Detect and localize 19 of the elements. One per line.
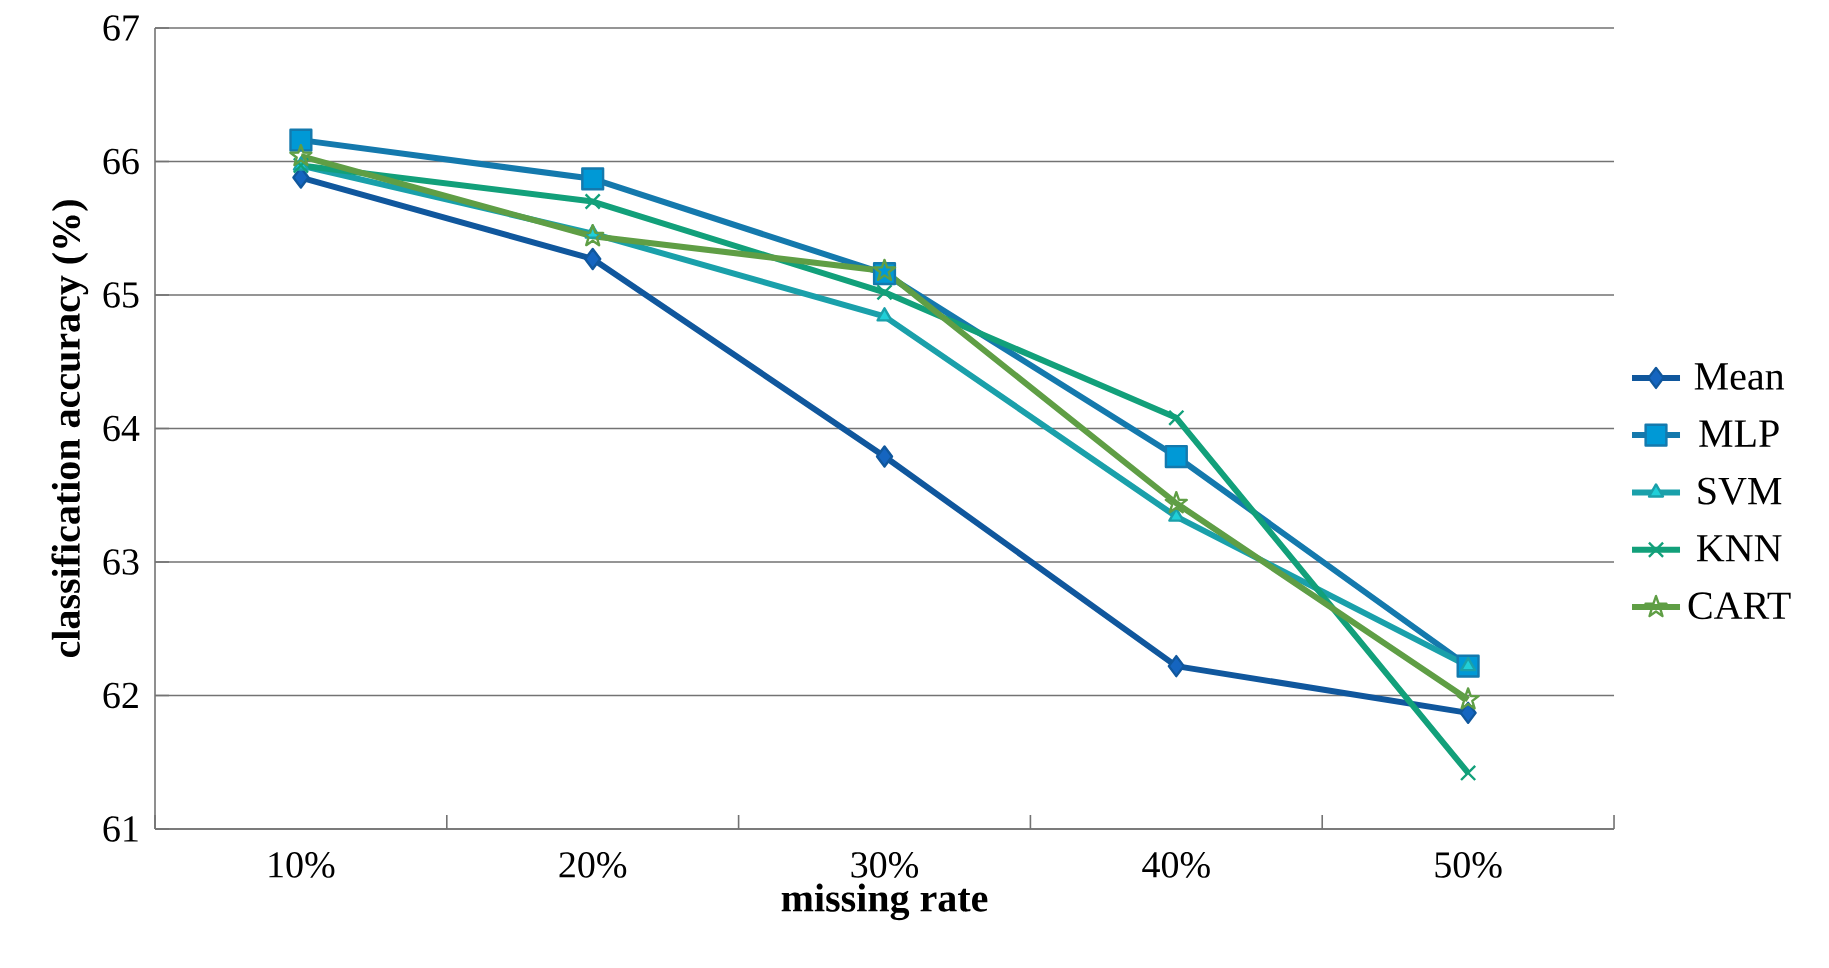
x-tick-label: 40%	[1142, 852, 1210, 878]
y-tick-label: 62	[103, 682, 138, 709]
x-tick-label: 10%	[269, 852, 335, 878]
y-axis-title: classification accuracy (%)	[51, 200, 89, 658]
legend-label: SVM	[1698, 477, 1782, 505]
x-tick-label: 50%	[1435, 852, 1502, 878]
y-tick-label: 66	[103, 148, 139, 175]
y-tick-label: 64	[103, 415, 140, 442]
y-tick-label: 61	[103, 816, 138, 842]
y-tick-label: 65	[103, 282, 139, 308]
x-axis-title: missing rate	[781, 883, 988, 921]
legend-label: CART	[1688, 592, 1791, 620]
y-tick-label: 67	[103, 15, 139, 41]
x-tick-label: 30%	[851, 852, 919, 878]
legend-label: Mean	[1694, 363, 1785, 390]
y-tick-label: 63	[103, 549, 139, 575]
legend-label: MLP	[1699, 420, 1779, 447]
x-tick-label: 20%	[559, 852, 627, 878]
legend-label: KNN	[1696, 535, 1782, 562]
